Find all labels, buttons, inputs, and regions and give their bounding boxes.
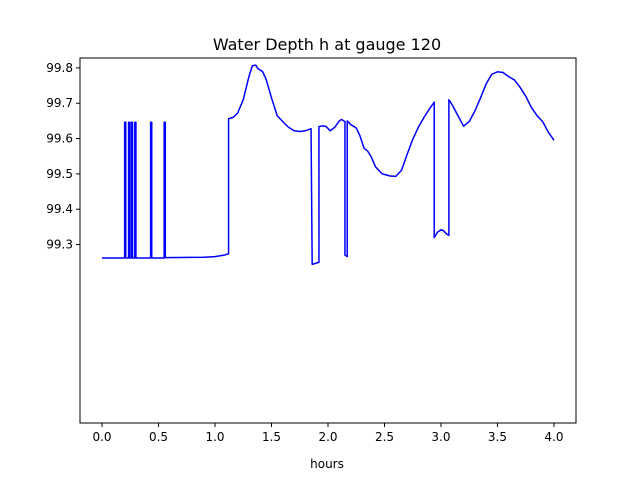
y-tick-label: 99.5 xyxy=(46,167,73,181)
x-tick-label: 0.0 xyxy=(92,430,111,444)
y-tick-label: 99.4 xyxy=(46,202,73,216)
x-tick-label: 2.0 xyxy=(318,430,337,444)
x-axis-label: hours xyxy=(310,457,344,471)
y-axis: 99.3 99.4 99.5 99.6 99.7 99.8 xyxy=(46,61,80,252)
chart-title: Water Depth h at gauge 120 xyxy=(213,35,441,54)
y-tick-label: 99.6 xyxy=(46,132,73,146)
y-tick-label: 99.3 xyxy=(46,238,73,252)
y-tick-label: 99.8 xyxy=(46,61,73,75)
x-tick-label: 1.0 xyxy=(205,430,224,444)
axes-frame xyxy=(79,57,577,424)
x-tick-label: 1.5 xyxy=(262,430,281,444)
x-axis: 0.0 0.5 1.0 1.5 2.0 2.5 3.0 3.5 4.0 xyxy=(92,423,564,444)
x-tick-label: 0.5 xyxy=(149,430,168,444)
x-tick-label: 3.5 xyxy=(488,430,507,444)
x-tick-label: 3.0 xyxy=(431,430,450,444)
x-tick-label: 2.5 xyxy=(375,430,394,444)
x-tick-label: 4.0 xyxy=(544,430,563,444)
series-line-0 xyxy=(102,64,555,266)
y-tick-label: 99.7 xyxy=(46,96,73,110)
plot-area xyxy=(102,64,555,266)
